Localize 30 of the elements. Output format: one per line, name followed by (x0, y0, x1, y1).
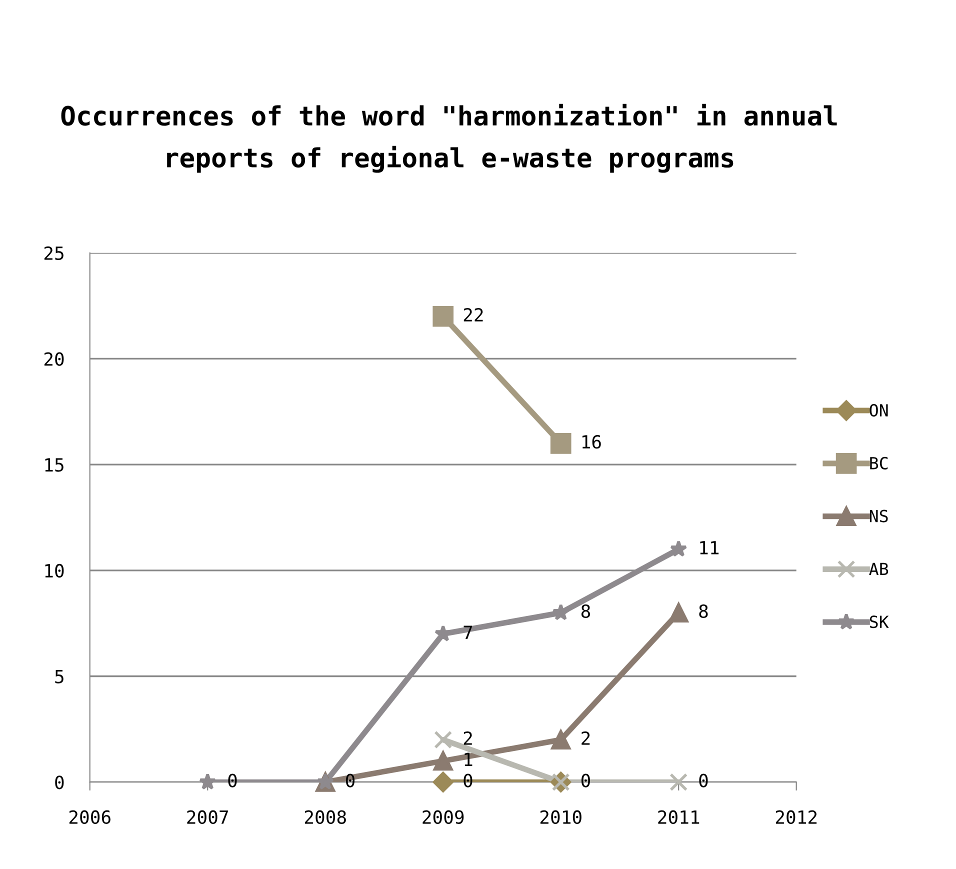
legend-label: ON (870, 404, 888, 417)
data-label: 7 (464, 626, 472, 639)
data-label: 22 (464, 308, 483, 322)
data-label: 11 (700, 541, 719, 554)
data-label: 2 (464, 731, 472, 745)
data-label: 0 (581, 774, 590, 788)
y-tick-label: 15 (45, 458, 64, 472)
x-tick-label: 2009 (422, 810, 464, 824)
data-label: 8 (581, 604, 590, 618)
x-tick-label: 2012 (776, 810, 817, 824)
legend-label: AB (869, 562, 888, 576)
data-label: 16 (582, 435, 601, 449)
chart-title: Occurrences of the word "harmonization" in annual reports of regional e-waste programs (61, 104, 837, 173)
legend-label: BC (870, 456, 888, 470)
x-tick-label: 2007 (187, 810, 228, 824)
data-label: 0 (699, 774, 708, 788)
data-label: 8 (699, 604, 708, 618)
y-tick-label: 25 (44, 246, 64, 260)
y-tick-label: 5 (55, 670, 64, 684)
x-tick-label: 2010 (540, 810, 582, 824)
x-tick-label: 2011 (658, 810, 700, 824)
legend-label: SK (870, 616, 889, 628)
legend-label: NS (870, 510, 888, 522)
y-tick-label: 20 (44, 352, 64, 366)
x-tick-label: 2006 (69, 810, 110, 824)
y-tick-label: 0 (55, 776, 64, 790)
y-tick-label: 10 (45, 564, 64, 578)
data-label: 0 (228, 774, 237, 788)
x-tick-label: 2008 (304, 810, 346, 824)
data-label: 2 (582, 731, 590, 745)
